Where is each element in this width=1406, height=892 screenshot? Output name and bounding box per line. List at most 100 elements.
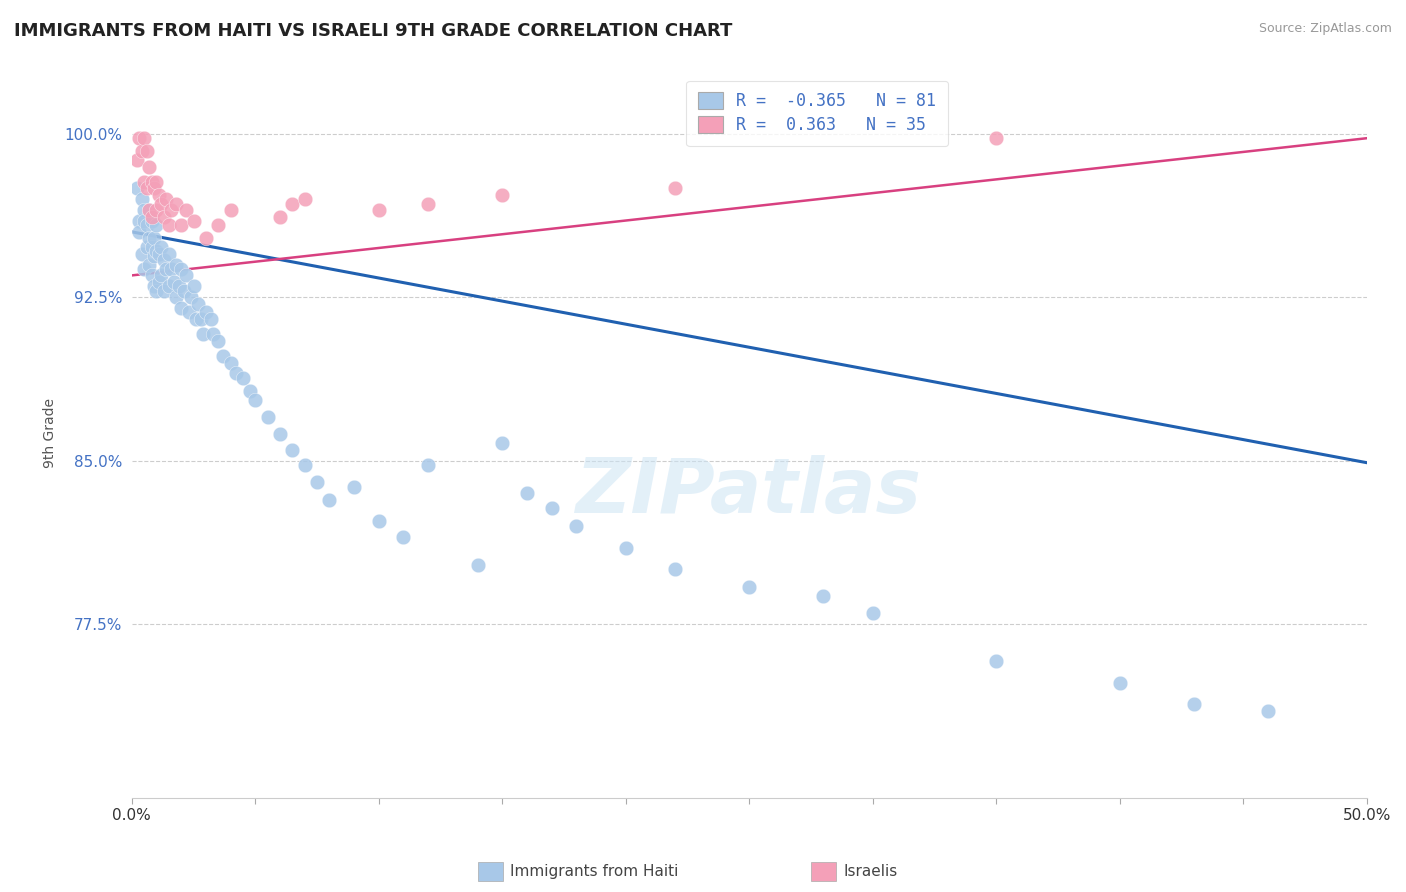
Point <box>131 246 153 260</box>
Point <box>491 187 513 202</box>
Point <box>134 203 156 218</box>
Point <box>143 231 166 245</box>
Point <box>135 181 157 195</box>
Point <box>294 458 316 472</box>
Point <box>516 486 538 500</box>
Point <box>145 284 167 298</box>
Text: IMMIGRANTS FROM HAITI VS ISRAELI 9TH GRADE CORRELATION CHART: IMMIGRANTS FROM HAITI VS ISRAELI 9TH GRA… <box>14 22 733 40</box>
Point <box>986 131 1008 145</box>
Point <box>163 275 186 289</box>
Point <box>135 240 157 254</box>
Point <box>174 203 197 218</box>
Point <box>418 196 440 211</box>
Point <box>125 153 148 167</box>
Legend: R =  -0.365   N = 81, R =  0.363   N = 35: R = -0.365 N = 81, R = 0.363 N = 35 <box>686 80 948 146</box>
Point <box>141 175 163 189</box>
Point <box>207 219 229 233</box>
Point <box>135 219 157 233</box>
Point <box>165 196 187 211</box>
Point <box>664 562 686 576</box>
Point <box>207 334 229 348</box>
Point <box>294 192 316 206</box>
Point <box>150 268 173 283</box>
Point <box>141 214 163 228</box>
Point <box>160 203 183 218</box>
Point <box>269 210 291 224</box>
Point <box>141 210 163 224</box>
Point <box>155 261 177 276</box>
Point <box>167 279 190 293</box>
Text: ZIPatlas: ZIPatlas <box>576 455 922 529</box>
Point <box>134 175 156 189</box>
Point <box>418 458 440 472</box>
Point <box>138 203 160 218</box>
Point <box>134 214 156 228</box>
Point <box>225 367 247 381</box>
Point <box>157 246 180 260</box>
Point <box>614 541 637 555</box>
Point <box>128 225 150 239</box>
Point <box>143 279 166 293</box>
Point <box>165 258 187 272</box>
Point <box>187 296 209 310</box>
Text: Israelis: Israelis <box>844 864 897 879</box>
Point <box>170 219 193 233</box>
Point <box>467 558 489 572</box>
Point <box>145 244 167 259</box>
Point <box>193 327 215 342</box>
Point <box>138 203 160 218</box>
Point <box>367 515 389 529</box>
Point <box>173 284 195 298</box>
Point <box>170 261 193 276</box>
Point <box>148 275 170 289</box>
Point <box>135 145 157 159</box>
Point <box>200 312 222 326</box>
Point <box>232 370 254 384</box>
Point <box>153 210 176 224</box>
Point <box>128 214 150 228</box>
Point <box>153 284 176 298</box>
Point <box>212 349 235 363</box>
Point <box>170 301 193 315</box>
Point <box>134 131 156 145</box>
Point <box>183 279 205 293</box>
Point <box>160 261 183 276</box>
Point <box>145 175 167 189</box>
Point <box>281 442 304 457</box>
Point <box>138 231 160 245</box>
Point <box>343 480 366 494</box>
Point <box>131 192 153 206</box>
Point <box>194 305 217 319</box>
Point <box>1257 704 1279 718</box>
Point <box>239 384 262 398</box>
Point <box>540 501 562 516</box>
Point <box>138 160 160 174</box>
Point <box>157 279 180 293</box>
Point <box>141 240 163 254</box>
Point <box>813 589 835 603</box>
Point <box>862 606 884 620</box>
Point <box>145 219 167 233</box>
Point <box>180 290 202 304</box>
Point <box>281 196 304 211</box>
Point <box>145 203 167 218</box>
Point <box>131 145 153 159</box>
Point <box>155 192 177 206</box>
Point <box>305 475 328 490</box>
Point <box>219 203 242 218</box>
Point <box>141 268 163 283</box>
Text: Immigrants from Haiti: Immigrants from Haiti <box>510 864 678 879</box>
Point <box>190 312 212 326</box>
Point <box>367 203 389 218</box>
Point <box>143 249 166 263</box>
Point <box>148 187 170 202</box>
Point <box>318 492 340 507</box>
Point <box>269 427 291 442</box>
Point <box>986 654 1008 668</box>
Point <box>565 519 588 533</box>
Point <box>174 268 197 283</box>
Y-axis label: 9th Grade: 9th Grade <box>44 399 58 468</box>
Point <box>153 253 176 268</box>
Point <box>491 436 513 450</box>
Point <box>664 181 686 195</box>
